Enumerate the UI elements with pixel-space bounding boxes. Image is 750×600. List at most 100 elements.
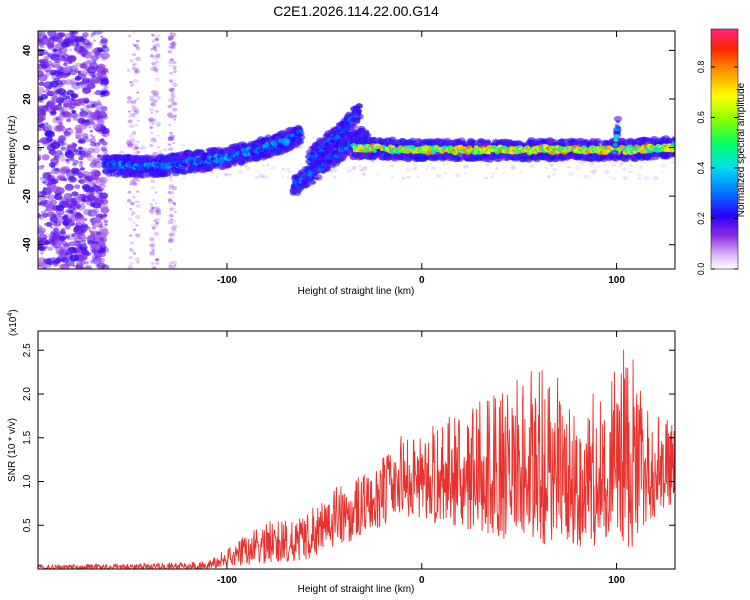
spectrogram-cell	[152, 249, 155, 252]
spectrogram-cell	[127, 199, 132, 203]
spectrogram-cell	[172, 107, 178, 112]
spectrogram-cell	[134, 123, 139, 127]
spectrogram-cell	[128, 217, 133, 221]
spectrogram-cell	[604, 169, 610, 174]
spectrogram-cell	[126, 68, 131, 72]
spectrogram-cell	[45, 51, 50, 55]
spectrogram-cell	[262, 175, 269, 180]
spectrogram-cell	[135, 68, 139, 70]
spectrogram-cell	[98, 74, 108, 82]
spectrogram-cell	[306, 160, 311, 164]
spectrogram-cell	[73, 99, 83, 107]
spectrogram-cell	[132, 53, 137, 57]
spectrogram-cell	[78, 123, 88, 130]
spectrogram-cell	[86, 105, 91, 108]
spectrogram-cell	[73, 38, 79, 43]
spectrogram-cell	[100, 138, 104, 141]
spectrogram-cell	[168, 190, 175, 195]
spectrogram-cell	[38, 197, 42, 202]
spectrogram-cell	[91, 135, 96, 139]
spectrogram-cell	[152, 44, 157, 48]
spectrogram-cell	[168, 64, 172, 67]
spectrogram-cell	[74, 184, 81, 189]
spectrogram-cell	[97, 100, 101, 103]
spectrogram-cell	[150, 265, 156, 269]
spectrogram-cell	[156, 221, 160, 224]
spectrogram-cell	[43, 258, 52, 265]
spectrogram-cell	[135, 233, 141, 238]
spectrogram-cell	[89, 35, 93, 38]
spectrogram-cell	[87, 147, 96, 154]
spectrogram-cell	[155, 43, 161, 47]
spectrogram-cell	[134, 146, 140, 150]
spectrogram-cell	[259, 173, 265, 178]
spectrogram-cell	[61, 72, 69, 79]
spectrogram-cell	[57, 197, 63, 202]
spectrogram-cell	[149, 95, 155, 100]
spectrogram-cell	[589, 161, 595, 166]
spectrogram-cell	[136, 150, 141, 154]
spectrogram-cell	[361, 166, 368, 171]
spectrogram-cell	[486, 151, 491, 155]
spectrogram-cell	[58, 102, 62, 106]
spectrogram-cell	[67, 203, 71, 206]
spectrogram-cell	[94, 198, 104, 206]
spectrogram-cell	[169, 80, 174, 84]
spectrogram-cell	[150, 224, 154, 227]
spectrogram-cell	[38, 58, 46, 64]
spectrogram-cell	[152, 139, 158, 143]
spectrogram-cell	[622, 176, 628, 181]
spectrogram-cell	[173, 207, 176, 210]
spectrogram-cell	[91, 185, 101, 192]
spectrogram-cell	[463, 164, 469, 169]
spectrogram-cell	[130, 100, 137, 105]
spectrogram-cell	[170, 32, 173, 35]
spectrogram-cell	[154, 68, 159, 72]
spectrogram-cell	[38, 37, 44, 45]
spectrogram-cell	[127, 96, 133, 101]
spectrogram-cell	[411, 163, 417, 167]
spectrogram-cell	[87, 239, 93, 245]
spectrogram-cell	[59, 263, 67, 269]
spectrogram-cell	[136, 200, 140, 203]
spectrogram-cell	[150, 166, 155, 171]
spectrogram-cell	[172, 142, 175, 145]
spectrogram-cell	[131, 43, 135, 46]
spectrogram-cell	[154, 60, 159, 64]
spectrogram-cell	[281, 174, 285, 178]
spectrogram-cell	[38, 147, 42, 152]
spectrogram-cell	[51, 95, 60, 102]
spectrogram-cell	[84, 82, 93, 89]
spectrogram-cell	[90, 121, 96, 125]
spectrogram-cell	[93, 160, 104, 169]
spectrogram-cell	[62, 244, 67, 247]
spectrogram-cell	[65, 209, 70, 213]
spectrogram-cell	[168, 178, 174, 183]
spectrogram-cell	[84, 265, 92, 269]
spectrogram-cell	[245, 167, 251, 171]
spectrogram-cell	[68, 176, 77, 183]
spectrogram-cell	[38, 81, 45, 87]
spectrogram-cell	[135, 45, 139, 49]
spectrogram-cell	[82, 178, 89, 184]
spectrogram-cell	[149, 243, 156, 248]
spectrogram-cell	[127, 119, 133, 124]
spectrogram-cell	[169, 266, 174, 269]
spectrogram-cell	[129, 248, 135, 253]
spectrogram-cell	[170, 45, 176, 50]
spectrogram-cell	[120, 150, 125, 154]
spectrogram-cell	[38, 201, 42, 206]
spectrogram-cell	[298, 145, 304, 150]
spectrogram-cell	[73, 47, 78, 51]
spectrogram-cell	[136, 68, 140, 71]
spectrogram-cell	[44, 130, 55, 138]
spectrogram-cell	[129, 183, 132, 186]
spectrogram-cell	[128, 134, 135, 138]
spectrogram-cell	[99, 39, 108, 47]
spectrogram-cell	[89, 100, 95, 105]
spectrogram-cell	[69, 249, 74, 253]
spectrogram-cell	[100, 38, 108, 44]
spectrogram-cell	[129, 180, 136, 185]
spectrogram-cell	[62, 111, 71, 118]
